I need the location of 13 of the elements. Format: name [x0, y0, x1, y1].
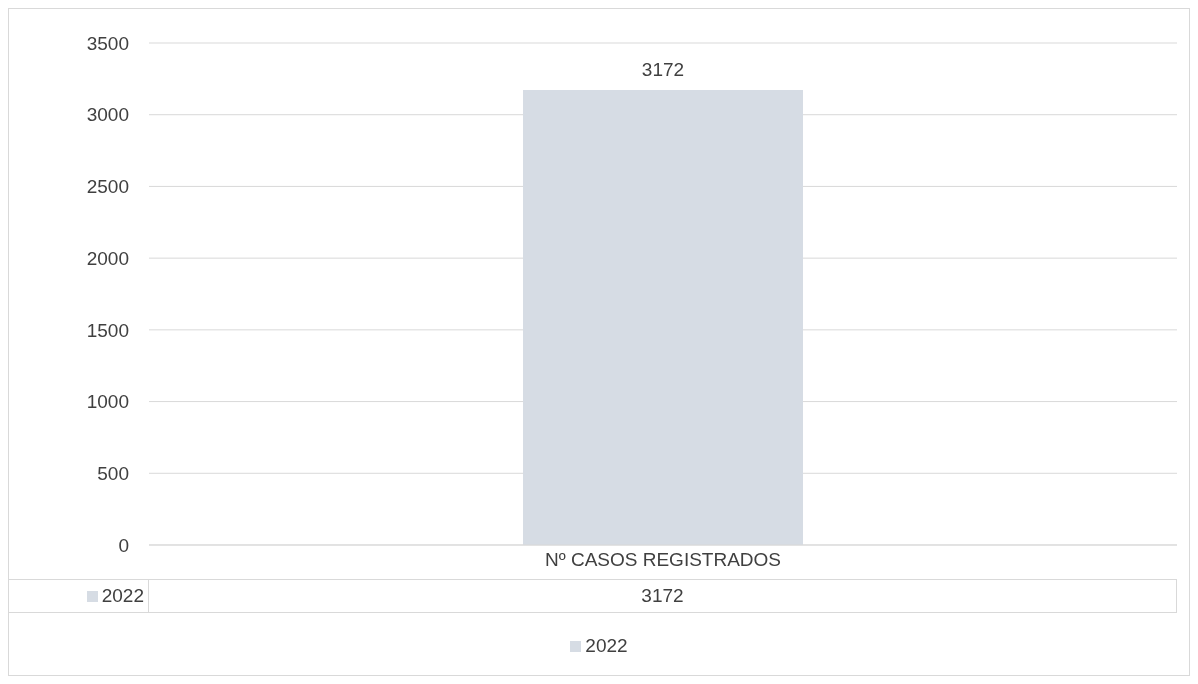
x-tick-label: Nº CASOS REGISTRADOS	[544, 549, 782, 571]
y-tick-label: 3000	[86, 104, 129, 126]
text: 3172	[641, 585, 684, 606]
y-tick-label: 2000	[86, 247, 129, 269]
y-tick-label: 0	[118, 534, 129, 556]
y-tick-label: 2500	[86, 176, 129, 198]
y-tick-label: 1500	[86, 319, 129, 341]
text: 2022	[101, 585, 144, 606]
legend-label: 2022	[584, 635, 628, 657]
y-tick-label: 1000	[86, 391, 129, 413]
data-label: 3172	[641, 59, 685, 81]
y-tick-label: 500	[97, 463, 129, 485]
y-tick-label: 3500	[86, 32, 129, 54]
